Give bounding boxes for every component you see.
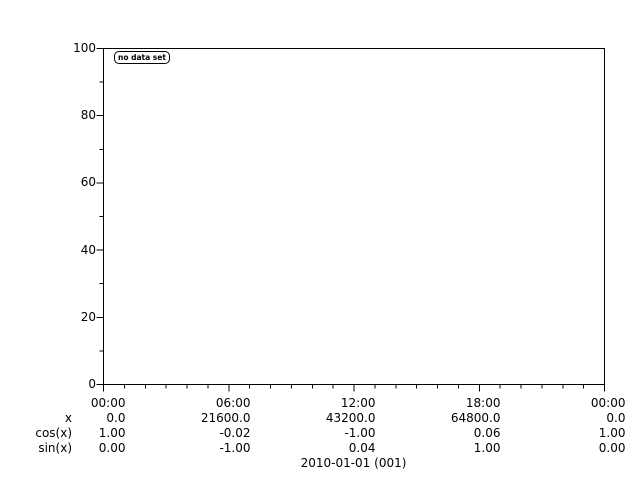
cell-value: 43200.0 <box>325 411 376 425</box>
cell-value: 0.0 <box>606 411 626 425</box>
cell-value: 1.00 <box>598 426 626 440</box>
legend-label: no data set <box>118 53 166 62</box>
y-axis-tick-label: 40 <box>80 243 96 257</box>
y-axis-tick-label: 80 <box>80 108 96 122</box>
cell-value: -1.00 <box>219 441 251 455</box>
y-axis-tick-label: 60 <box>80 175 96 189</box>
legend-box: no data set <box>114 51 170 64</box>
plot-border <box>103 48 605 385</box>
cell-value: 0.00 <box>98 441 126 455</box>
row-label: sin(x) <box>38 441 72 455</box>
cell-value: 21600.0 <box>200 411 251 425</box>
row-label-spacer <box>0 396 72 411</box>
cell-value: 1.00 <box>98 426 126 440</box>
table-row-sin: sin(x) 0.00 -1.00 0.04 1.00 0.00 <box>0 441 626 456</box>
cell-value: 0.0 <box>106 411 126 425</box>
cell-value: -0.02 <box>219 426 251 440</box>
y-axis-tick-label: 20 <box>80 310 96 324</box>
table-row-x: x 0.0 21600.0 43200.0 64800.0 0.0 <box>0 411 626 426</box>
cell-value: 64800.0 <box>450 411 501 425</box>
cell-value: 0.04 <box>348 441 376 455</box>
tick-marks <box>96 48 605 392</box>
date-caption: 2010-01-01 (001) <box>300 456 407 470</box>
row-label: cos(x) <box>35 426 72 440</box>
y-axis-tick-label: 100 <box>73 41 96 55</box>
x-axis-tick-label: 00:00 <box>90 396 126 410</box>
cell-value: 0.00 <box>598 441 626 455</box>
table-row-cos: cos(x) 1.00 -0.02 -1.00 0.06 1.00 <box>0 426 626 441</box>
x-axis-tick-label: 06:00 <box>215 396 251 410</box>
cell-value: 0.06 <box>473 426 501 440</box>
x-axis-tick-labels-row: 00:00 06:00 12:00 18:00 00:00 <box>0 396 626 411</box>
cell-value: 1.00 <box>473 441 501 455</box>
x-axis-tick-label: 18:00 <box>465 396 501 410</box>
x-axis-tick-label: 12:00 <box>340 396 376 410</box>
row-label: x <box>64 411 72 425</box>
y-axis-tick-label: 0 <box>88 377 96 391</box>
x-axis-tick-label: 00:00 <box>590 396 626 410</box>
cell-value: -1.00 <box>344 426 376 440</box>
